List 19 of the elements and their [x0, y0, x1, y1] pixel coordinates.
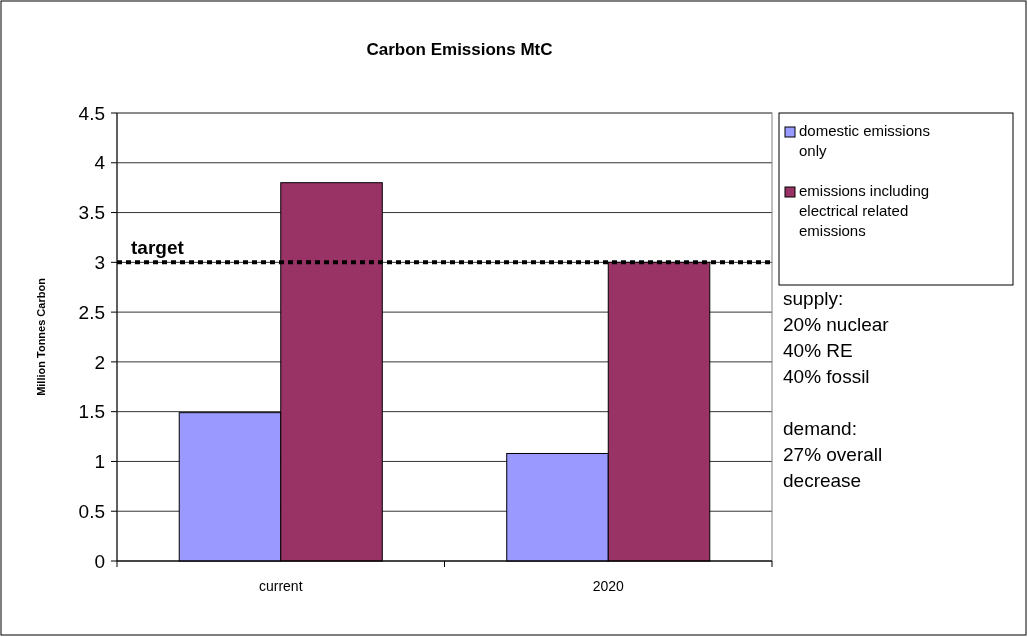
- text: supply: 20% nuclear 40% RE 40% fossil: [783, 288, 890, 387]
- y-tick-label: 3: [94, 251, 105, 273]
- y-tick-label: 4: [94, 152, 106, 174]
- ref-line-label: target: [131, 237, 185, 259]
- x-tick-label: current: [258, 578, 303, 594]
- y-tick-label: 1.5: [78, 401, 105, 423]
- legend-label: emissions including electrical related emissions: [799, 182, 930, 239]
- y-tick-label: 3.5: [78, 202, 105, 224]
- y-tick-label: 0: [94, 550, 105, 572]
- y-tick-label: 0.5: [78, 500, 105, 522]
- y-tick-label: 4.5: [78, 102, 105, 124]
- chart-title: Carbon Emissions MtC: [366, 40, 553, 59]
- legend-label: domestic emissions only: [799, 122, 930, 159]
- y-tick-label: 2: [94, 351, 105, 373]
- y-axis-title: Million Tonnes Carbon: [35, 277, 47, 396]
- x-tick-label: 2020: [592, 578, 625, 594]
- y-tick-label: 1: [94, 451, 105, 473]
- y-tick-label: 2.5: [78, 301, 105, 323]
- text: demand: 27% overall decrease: [783, 418, 883, 491]
